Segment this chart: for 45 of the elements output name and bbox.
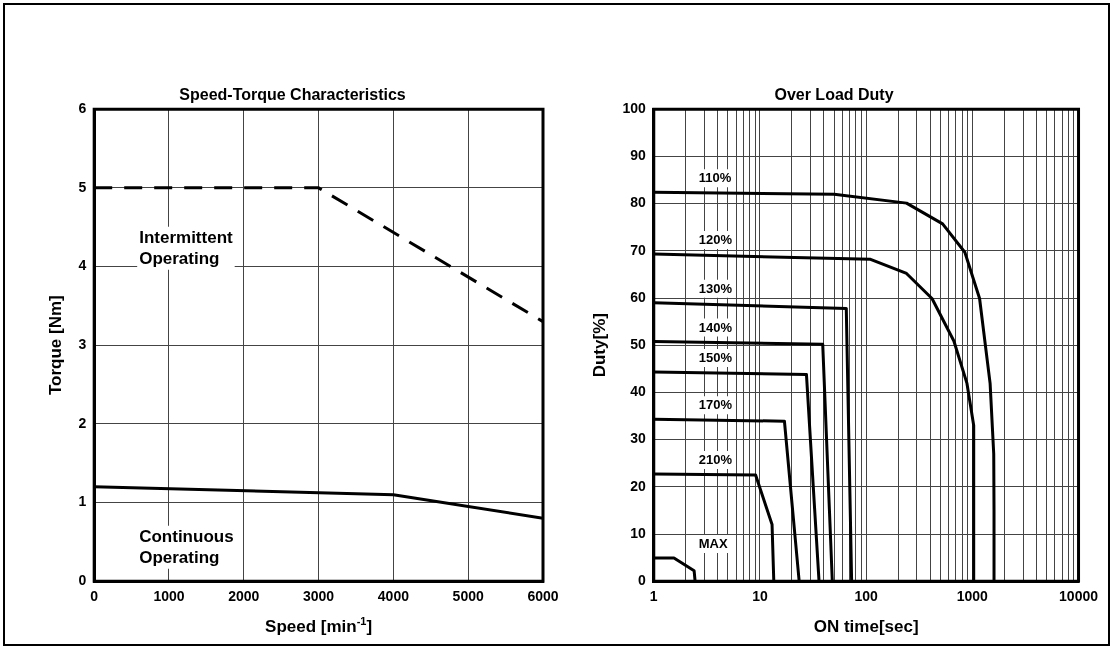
chart-title: Over Load Duty	[774, 86, 894, 104]
y-tick-label: 10	[630, 524, 646, 541]
y-tick-label: 30	[630, 430, 646, 447]
y-tick-label: 90	[630, 147, 646, 164]
series-label: 210%	[698, 452, 733, 468]
series-label: 170%	[698, 397, 733, 413]
annotation: Intermittent Operating	[139, 228, 234, 269]
x-tick-label: 0	[90, 588, 99, 605]
y-tick-label: 20	[630, 477, 646, 494]
x-tick-label: 1000	[153, 588, 185, 605]
series-label: 140%	[698, 319, 733, 335]
x-tick-label: 100	[854, 588, 879, 605]
x-tick-label: 5000	[452, 588, 484, 605]
series-label: 150%	[698, 350, 733, 366]
y-axis-title: Torque [Nm]	[45, 295, 65, 396]
y-tick-label: 1	[78, 493, 87, 510]
y-tick-label: 0	[637, 572, 646, 589]
x-tick-label: 6000	[527, 588, 559, 605]
series-label: 130%	[698, 280, 733, 296]
x-tick-label: 1	[649, 588, 658, 605]
series-label: 110%	[698, 170, 732, 186]
y-tick-label: 40	[630, 383, 646, 400]
chart-title: Speed-Torque Characteristics	[179, 86, 406, 104]
x-tick-label: 10000	[1059, 588, 1099, 605]
series-label: MAX	[698, 536, 728, 552]
y-tick-label: 2	[78, 414, 87, 431]
x-tick-label: 10	[752, 588, 768, 605]
y-tick-label: 60	[630, 288, 646, 305]
y-tick-label: 50	[630, 336, 646, 353]
y-tick-label: 100	[622, 100, 646, 117]
x-axis-title: ON time[sec]	[813, 617, 919, 636]
y-tick-label: 0	[78, 572, 87, 589]
y-tick-label: 4	[78, 257, 87, 274]
x-tick-label: 1000	[956, 588, 989, 605]
x-tick-label: 4000	[377, 588, 410, 605]
y-axis-title: Duty[%]	[589, 313, 609, 378]
annotation: Continuous Operating	[139, 526, 234, 567]
y-tick-label: 70	[630, 241, 646, 258]
y-tick-label: 3	[78, 336, 87, 353]
series-label: 120%	[698, 232, 733, 248]
y-tick-label: 6	[78, 100, 87, 117]
x-tick-label: 2000	[228, 588, 260, 605]
y-tick-label: 5	[78, 178, 87, 195]
y-tick-label: 80	[630, 194, 646, 211]
x-tick-label: 3000	[303, 588, 335, 605]
